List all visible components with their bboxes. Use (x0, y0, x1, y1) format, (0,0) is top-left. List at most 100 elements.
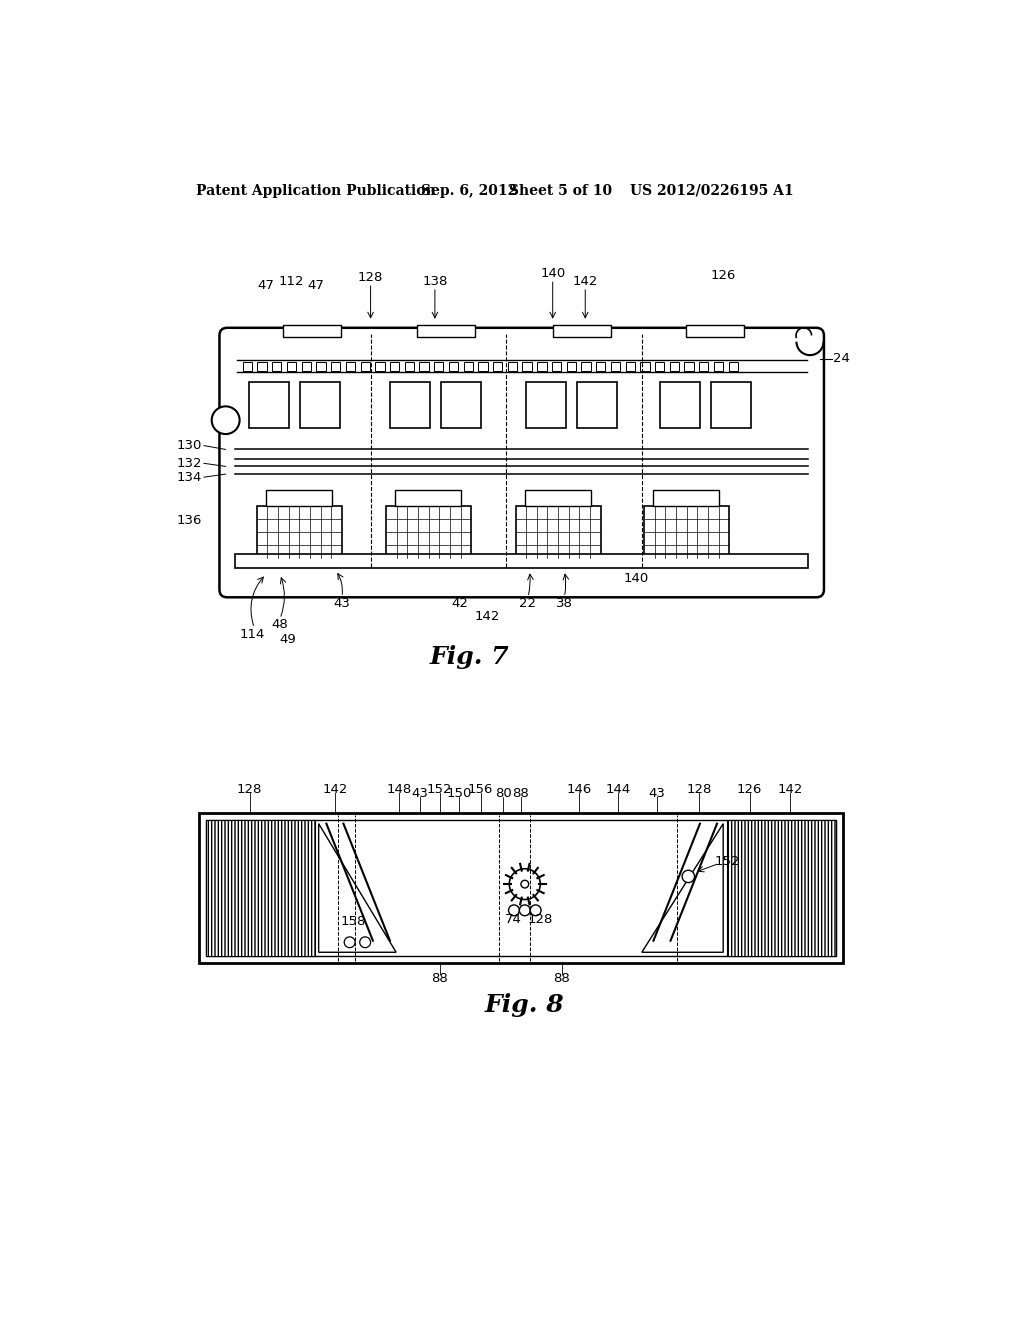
Bar (626, 362, 635, 371)
Circle shape (509, 869, 541, 899)
Text: 146: 146 (566, 783, 592, 796)
Bar (257, 507, 342, 558)
Bar (515, 507, 601, 558)
Bar (346, 362, 355, 371)
Bar (302, 362, 311, 371)
Circle shape (212, 407, 240, 434)
Circle shape (530, 906, 541, 916)
Circle shape (509, 906, 519, 916)
Text: 128: 128 (686, 783, 712, 796)
Circle shape (682, 870, 694, 883)
Text: 142: 142 (323, 783, 347, 796)
Text: US 2012/0226195 A1: US 2012/0226195 A1 (630, 183, 794, 198)
Text: 47: 47 (307, 279, 324, 292)
Bar (524, 490, 591, 507)
Bar (596, 362, 605, 371)
Bar (266, 490, 332, 507)
Bar (397, 558, 412, 565)
Circle shape (359, 937, 371, 948)
Bar (727, 820, 836, 956)
Bar (670, 362, 679, 371)
Bar (729, 362, 738, 371)
Text: 43: 43 (648, 787, 665, 800)
Text: 128: 128 (237, 783, 262, 796)
Bar (206, 820, 836, 956)
Text: 148: 148 (387, 783, 412, 796)
Bar (464, 362, 473, 371)
Text: 88: 88 (431, 972, 447, 985)
Bar (684, 362, 693, 371)
Bar (582, 362, 591, 371)
Text: 24: 24 (834, 352, 850, 366)
Bar (390, 362, 399, 371)
Bar (283, 325, 341, 337)
Bar (449, 362, 458, 371)
Circle shape (519, 906, 530, 916)
Bar (525, 381, 566, 428)
Bar (318, 558, 333, 565)
Bar (360, 362, 370, 371)
Bar (578, 558, 592, 565)
Text: 43: 43 (334, 597, 350, 610)
Bar (493, 362, 503, 371)
Bar (527, 558, 541, 565)
Bar (272, 362, 282, 371)
Text: 140: 140 (624, 572, 649, 585)
Text: 136: 136 (177, 513, 203, 527)
Bar (257, 362, 266, 371)
Bar (417, 325, 475, 337)
Text: Patent Application Publication: Patent Application Publication (197, 183, 436, 198)
Text: 150: 150 (446, 787, 472, 800)
Bar (243, 362, 252, 371)
Bar (390, 381, 430, 428)
Text: 38: 38 (556, 597, 572, 610)
Bar (538, 362, 547, 371)
Text: 126: 126 (737, 783, 762, 796)
Text: 126: 126 (711, 269, 736, 282)
Text: 49: 49 (280, 634, 296, 647)
Bar (441, 381, 481, 428)
Text: 114: 114 (240, 628, 264, 640)
Bar (449, 558, 462, 565)
Text: 112: 112 (279, 275, 304, 288)
Bar (386, 507, 471, 558)
Text: 42: 42 (452, 597, 468, 610)
Text: 144: 144 (605, 783, 631, 796)
Bar (611, 362, 621, 371)
Bar (316, 362, 326, 371)
Circle shape (344, 937, 355, 948)
Bar (375, 362, 385, 371)
Bar (655, 362, 665, 371)
Text: 80: 80 (495, 787, 511, 800)
Text: 152: 152 (427, 783, 453, 796)
Text: 140: 140 (540, 268, 565, 280)
Circle shape (521, 880, 528, 888)
Bar (644, 507, 729, 558)
Text: 43: 43 (412, 787, 429, 800)
Bar (577, 381, 617, 428)
Bar (686, 325, 744, 337)
FancyBboxPatch shape (219, 327, 824, 598)
Bar (206, 820, 314, 956)
Text: Fig. 8: Fig. 8 (485, 994, 564, 1018)
Text: 152: 152 (715, 854, 739, 867)
Bar (268, 558, 283, 565)
Bar (200, 813, 843, 964)
Text: 134: 134 (177, 471, 203, 483)
Text: 48: 48 (271, 618, 289, 631)
Text: 128: 128 (357, 271, 383, 284)
Bar (434, 362, 443, 371)
Text: 130: 130 (177, 440, 203, 453)
Text: 88: 88 (554, 972, 570, 985)
Text: 132: 132 (177, 457, 203, 470)
Text: 156: 156 (468, 783, 494, 796)
Bar (478, 362, 487, 371)
Text: 22: 22 (519, 597, 537, 610)
Bar (287, 362, 296, 371)
Text: 74: 74 (505, 913, 521, 927)
Text: Sheet 5 of 10: Sheet 5 of 10 (509, 183, 612, 198)
Bar (300, 381, 340, 428)
Bar (553, 325, 611, 337)
Text: 128: 128 (527, 913, 553, 927)
Bar (395, 490, 461, 507)
